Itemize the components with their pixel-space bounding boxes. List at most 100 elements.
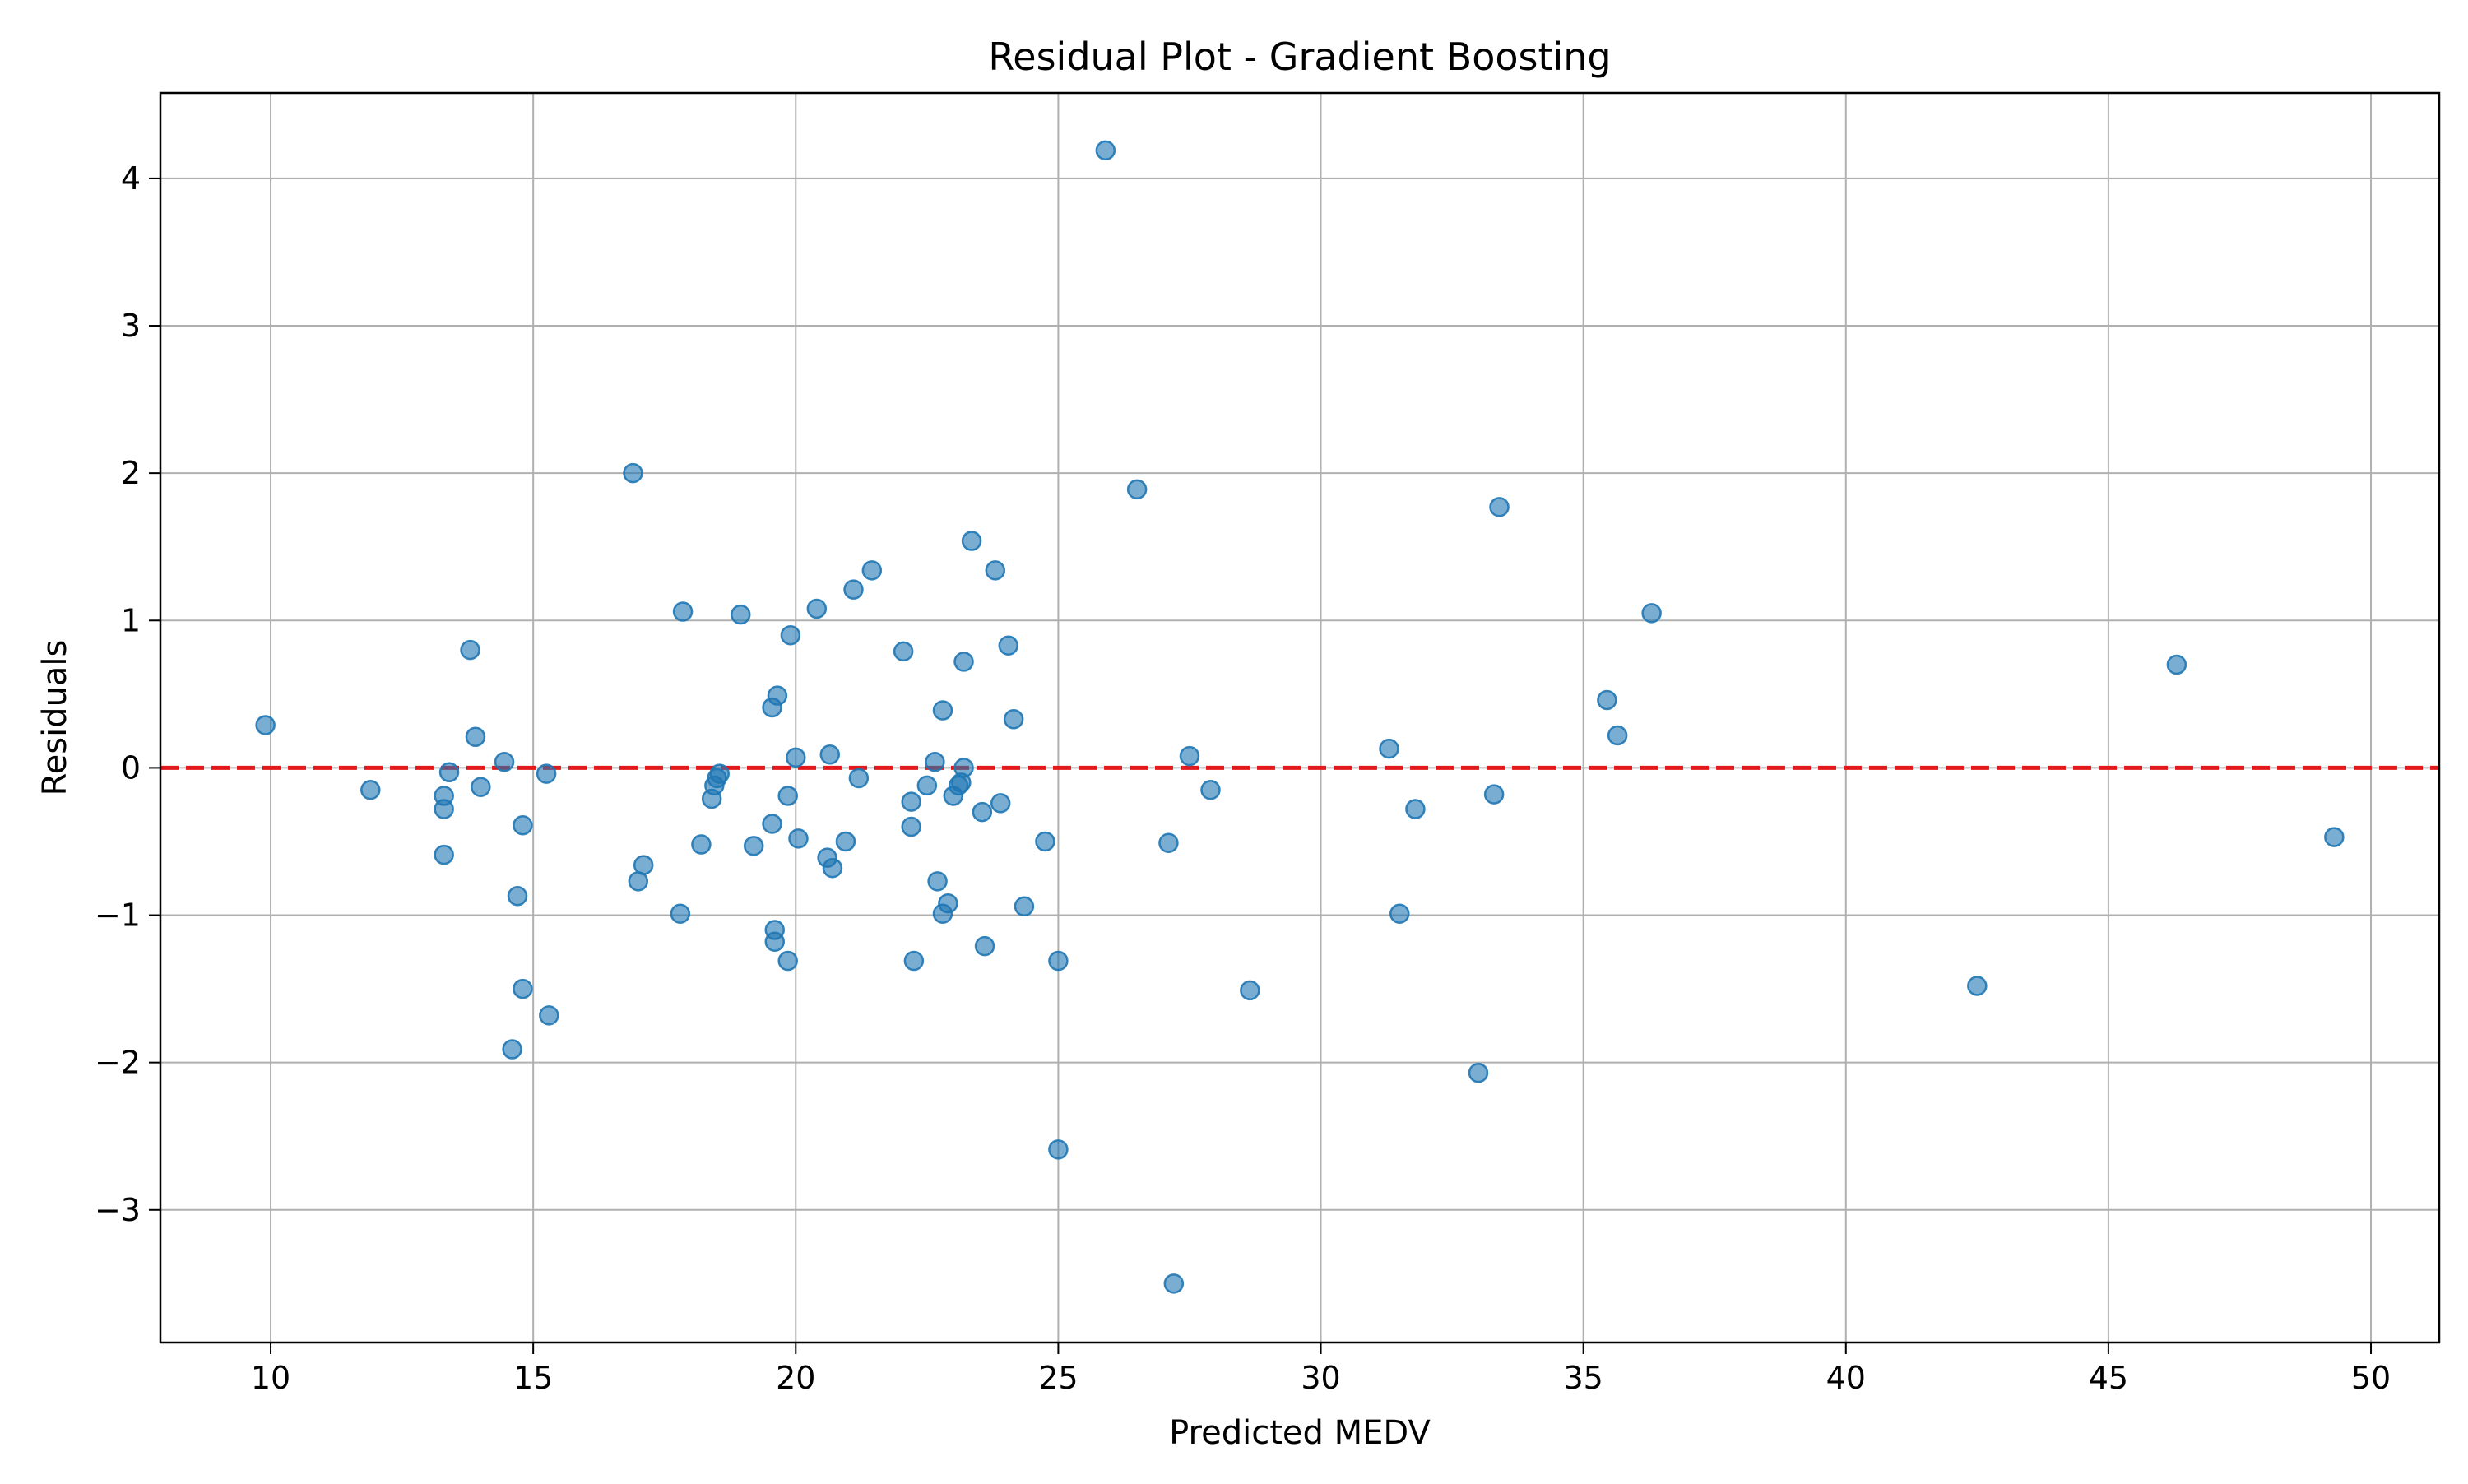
scatter-point (764, 931, 786, 953)
scatter-point (1035, 831, 1055, 852)
scatter-point (1048, 950, 1069, 972)
x-tick-label: 40 (1826, 1360, 1866, 1396)
scatter-point (927, 871, 948, 892)
y-tick-label: 2 (121, 455, 141, 491)
scatter-point (786, 747, 806, 768)
scatter-point (691, 834, 712, 855)
scatter-point (1489, 497, 1510, 517)
scatter-point (1240, 980, 1260, 1001)
scatter-point (780, 624, 801, 646)
scatter-point (536, 763, 557, 784)
scatter-point (974, 935, 995, 957)
scatter-point (762, 814, 782, 834)
scatter-point (835, 831, 856, 852)
x-tick-label: 10 (251, 1360, 290, 1396)
scatter-point (998, 635, 1019, 656)
scatter-point (255, 715, 276, 735)
scatter-point (1200, 780, 1221, 800)
scatter-point (961, 531, 982, 551)
scatter-point (1126, 479, 1148, 500)
scatter-point (670, 903, 691, 924)
scatter-point (434, 799, 454, 819)
scatter-point (848, 768, 870, 789)
scatter-point (709, 763, 730, 784)
scatter-point (471, 777, 491, 797)
scatter-point (465, 726, 486, 748)
y-tick-label: 0 (121, 749, 141, 786)
scatter-point (743, 836, 764, 856)
scatter-point (507, 885, 528, 907)
scatter-point (953, 652, 974, 672)
scatter-point (925, 751, 945, 772)
scatter-point (1967, 976, 1988, 996)
scatter-point (1483, 784, 1505, 805)
scatter-point (513, 815, 533, 836)
y-tick-label: −2 (95, 1045, 141, 1081)
scatter-point (672, 601, 694, 622)
scatter-point (990, 793, 1011, 814)
scatter-point (893, 641, 914, 662)
x-tick-label: 30 (1301, 1360, 1340, 1396)
scatter-point (932, 700, 953, 721)
scatter-point (985, 560, 1006, 581)
scatter-point (938, 893, 958, 914)
y-tick-label: −1 (95, 897, 141, 934)
scatter-point (972, 801, 993, 823)
scatter-point (777, 786, 798, 806)
scatter-point (623, 462, 643, 484)
axis-ticks: 10 15 20 25 30 35 40 45 50 −3 −2 −1 0 1 2 3 4 (95, 160, 2391, 1396)
x-tick-label: 15 (513, 1360, 553, 1396)
scatter-point (806, 598, 828, 619)
scatter-point (822, 857, 843, 879)
scatter-point (843, 579, 864, 600)
scatter-point (1389, 903, 1410, 924)
x-tick-label: 50 (2351, 1360, 2391, 1396)
scatter-point (731, 604, 751, 625)
scatter-point (1158, 832, 1179, 854)
scatter-point (1014, 896, 1035, 917)
x-tick-label: 20 (776, 1360, 815, 1396)
x-tick-label: 45 (2089, 1360, 2128, 1396)
scatter-point (916, 775, 938, 796)
scatter-point (1048, 1139, 1069, 1160)
x-tick-label: 25 (1038, 1360, 1078, 1396)
y-tick-label: 1 (121, 602, 141, 638)
scatter-point (1179, 745, 1200, 767)
scatter-point (1379, 738, 1399, 759)
scatter-point (1597, 689, 1617, 711)
scatter-point (1405, 799, 1426, 819)
scatter-point (513, 978, 533, 999)
y-tick-label: 4 (121, 160, 141, 197)
scatter-point (1095, 140, 1116, 161)
plot-area-frame (159, 91, 2441, 1344)
chart-title: Residual Plot - Gradient Boosting (988, 35, 1611, 79)
data-points (255, 140, 2345, 1294)
scatter-point (777, 950, 798, 972)
y-axis-label: Residuals (36, 640, 74, 796)
scatter-point (767, 685, 788, 706)
scatter-point (2324, 827, 2345, 847)
scatter-point (901, 791, 921, 812)
scatter-point (2166, 654, 2187, 675)
scatter-point (901, 816, 921, 837)
scatter-point (633, 855, 654, 875)
scatter-point (903, 950, 925, 972)
x-tick-label: 35 (1563, 1360, 1603, 1396)
scatter-point (1003, 709, 1024, 730)
scatter-point (1607, 725, 1628, 746)
scatter-point (1641, 603, 1662, 624)
scatter-point (788, 828, 809, 849)
scatter-point (819, 744, 841, 765)
scatter-point (438, 762, 460, 783)
scatter-point (502, 1039, 522, 1060)
x-axis-label: Predicted MEDV (1169, 1414, 1431, 1452)
y-tick-label: −3 (95, 1192, 141, 1228)
scatter-point (1163, 1273, 1185, 1294)
scatter-point (360, 780, 381, 800)
y-tick-label: 3 (121, 308, 141, 344)
scatter-point (861, 560, 883, 581)
scatter-point (434, 844, 454, 865)
